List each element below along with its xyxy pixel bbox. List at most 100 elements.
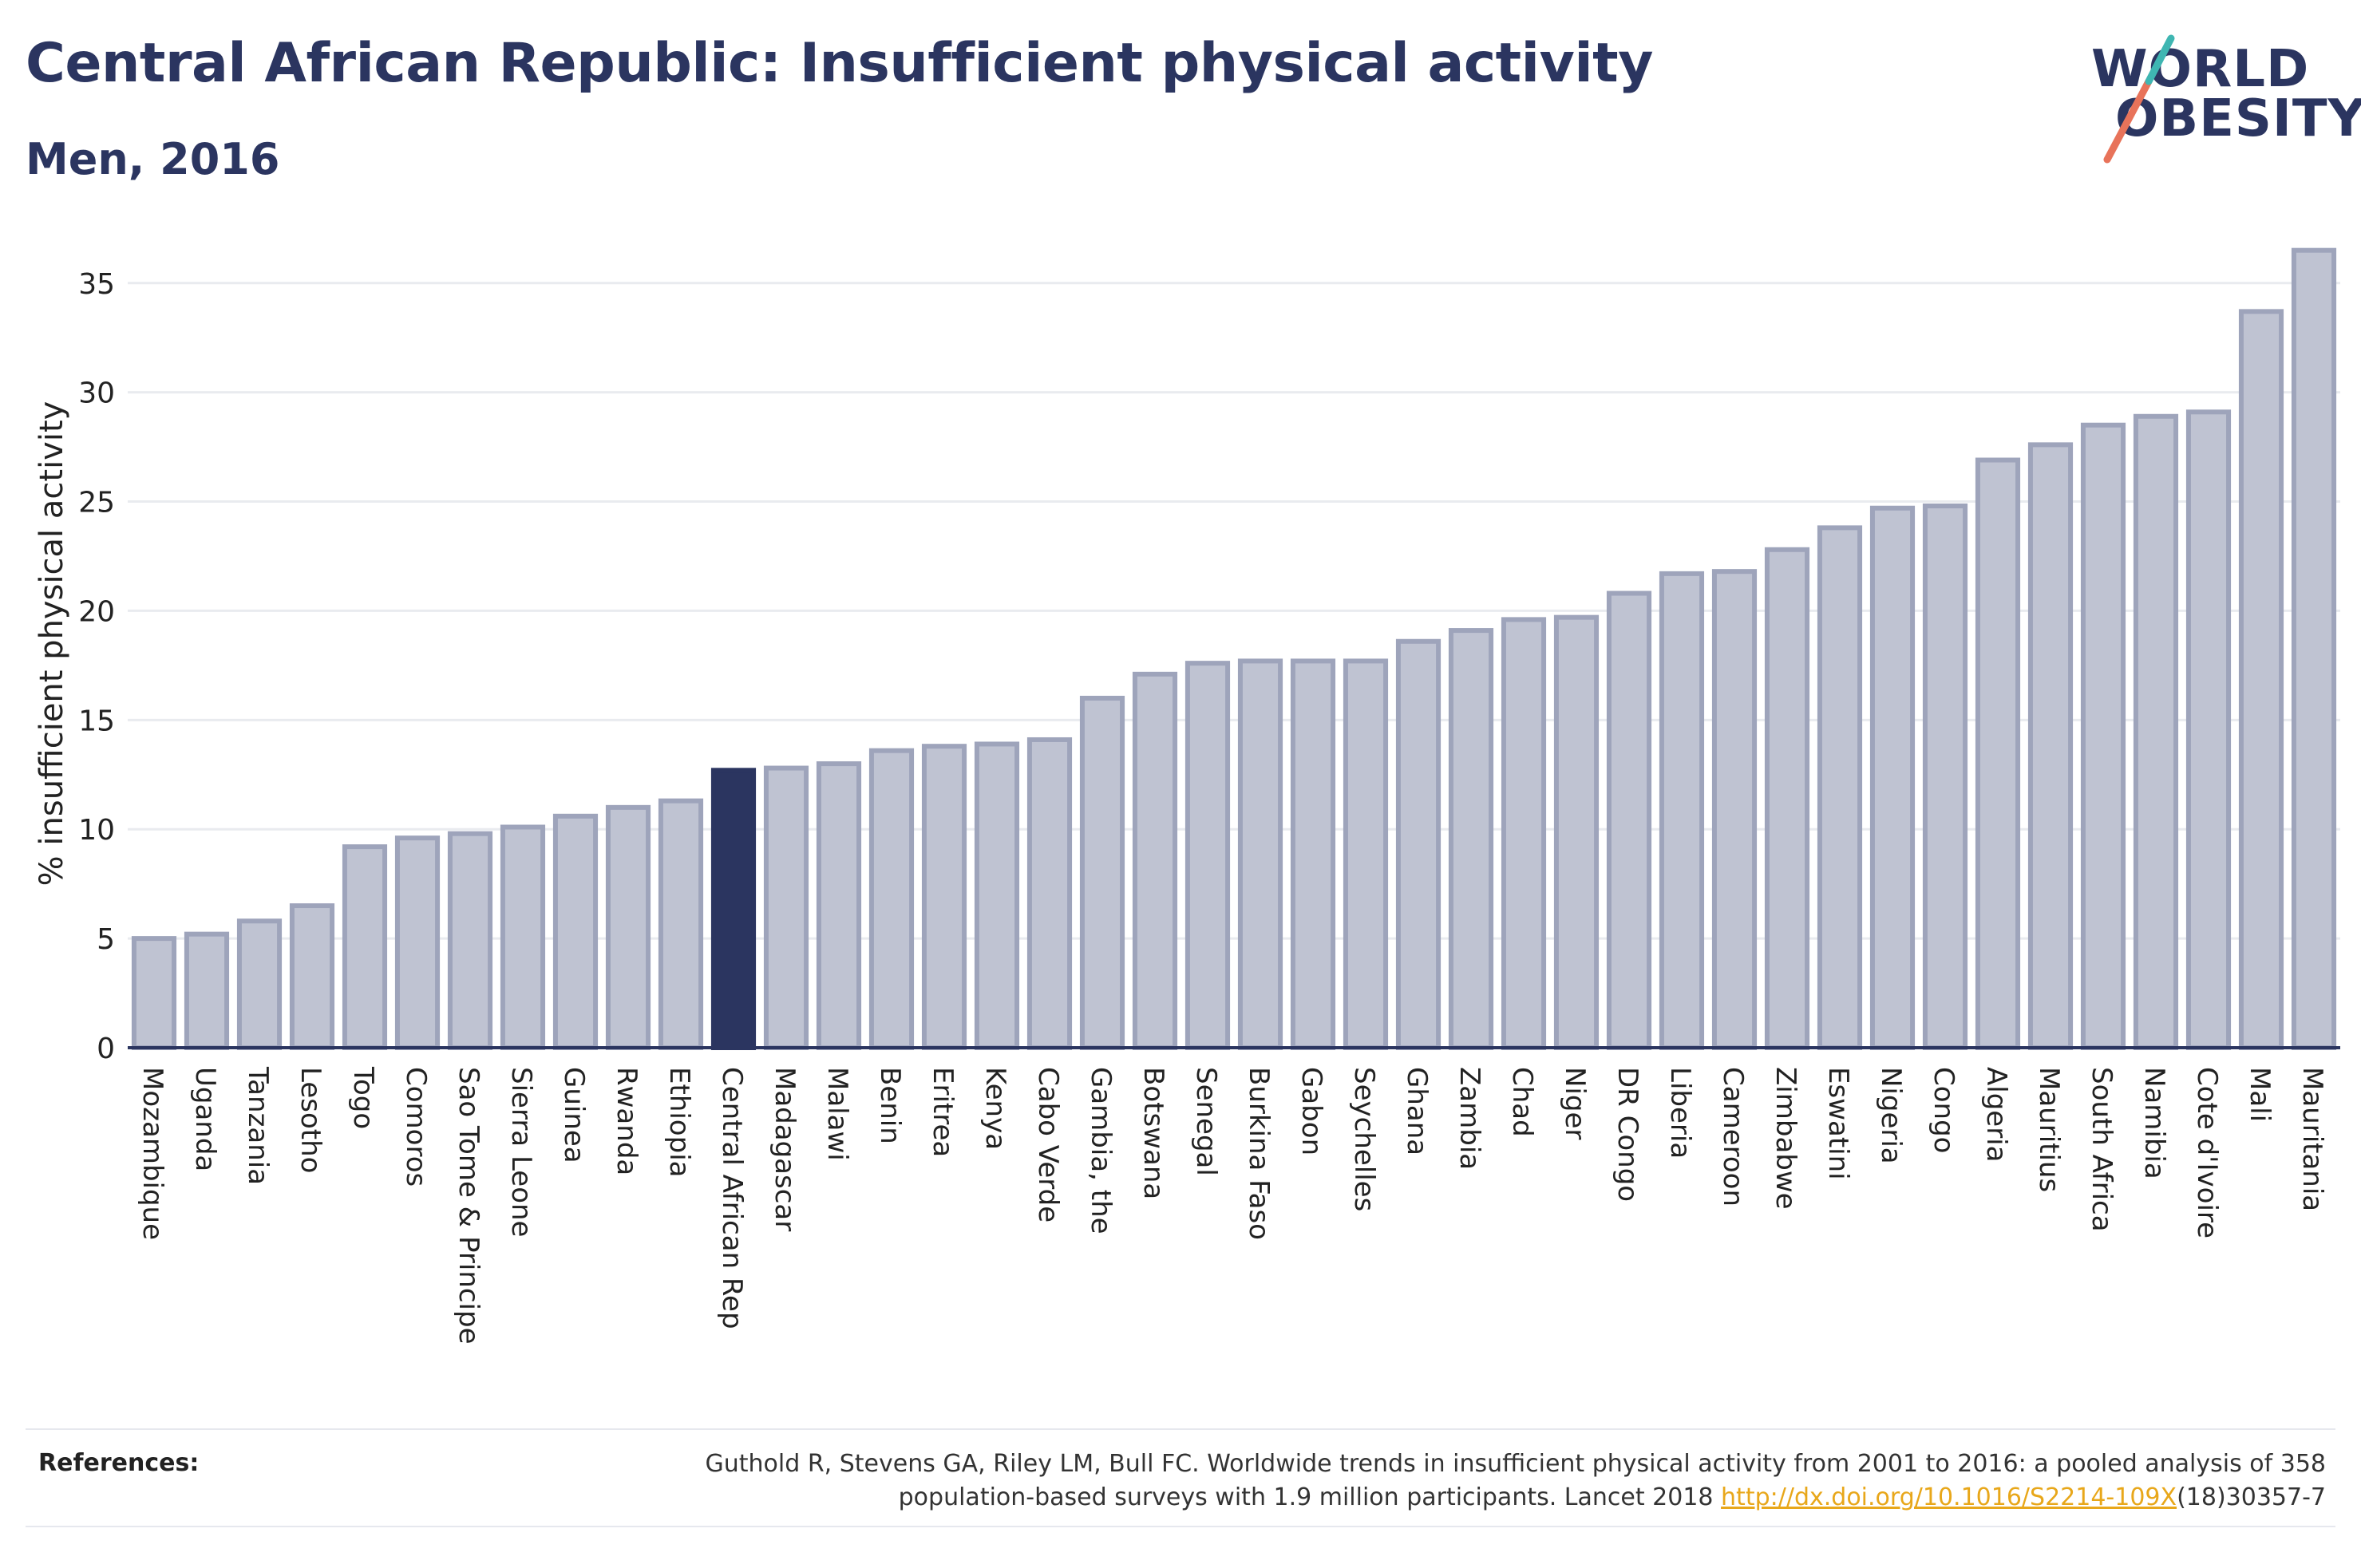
- bar: [1711, 569, 1758, 1050]
- x-tick-label: Malawi: [821, 1067, 853, 1161]
- bar: [289, 903, 335, 1050]
- x-tick-label: Zimbabwe: [1770, 1067, 1801, 1210]
- x-tick-label: Benin: [874, 1067, 906, 1144]
- bar: [131, 936, 177, 1051]
- x-tick-label: Gambia, the: [1085, 1067, 1117, 1234]
- bar: [1659, 571, 1705, 1050]
- x-tick-label: Kenya: [979, 1067, 1011, 1150]
- references-doi-link[interactable]: http://dx.doi.org/10.1016/S2214-109X: [1721, 1483, 2177, 1511]
- x-tick-label: Senegal: [1190, 1067, 1222, 1176]
- bar: [1975, 457, 2021, 1050]
- bar: [2027, 442, 2074, 1050]
- bar: [1237, 658, 1283, 1050]
- bar: [1764, 547, 1810, 1050]
- bar: [1817, 525, 1863, 1050]
- bar: [1553, 614, 1600, 1050]
- x-tick-label: Nigeria: [1875, 1067, 1907, 1164]
- y-tick-label: 25: [78, 487, 115, 519]
- x-tick-label: Namibia: [2138, 1067, 2170, 1179]
- bar: [1343, 658, 1389, 1050]
- bar: [1869, 505, 1916, 1050]
- x-tick-label: Chad: [1506, 1067, 1538, 1137]
- x-tick-label: Cote d'Ivoire: [2191, 1067, 2223, 1238]
- x-tick-label: Burkina Faso: [1243, 1067, 1275, 1240]
- x-tick-label: DR Congo: [1612, 1067, 1643, 1202]
- x-tick-label: Rwanda: [611, 1067, 643, 1175]
- x-tick-label: Cabo Verde: [1032, 1067, 1064, 1222]
- x-tick-label: Uganda: [189, 1067, 221, 1171]
- references-panel: References: Guthold R, Stevens GA, Riley…: [26, 1428, 2335, 1527]
- bar: [342, 844, 388, 1050]
- bar: [394, 835, 441, 1051]
- x-tick-label: Zambia: [1453, 1067, 1485, 1170]
- x-tick-label: Eswatini: [1822, 1067, 1854, 1180]
- bar: [1501, 617, 1547, 1050]
- logo-line1: WORLD: [2091, 40, 2310, 99]
- bar: [1395, 638, 1442, 1050]
- x-tick-label: Tanzania: [242, 1066, 274, 1185]
- bar: [500, 824, 546, 1050]
- references-line1: Guthold R, Stevens GA, Riley LM, Bull FC…: [705, 1450, 2326, 1478]
- x-tick-label: Cameroon: [1717, 1067, 1749, 1207]
- bar: [763, 765, 809, 1050]
- x-tick-label: Ethiopia: [663, 1067, 695, 1177]
- x-tick-label: Mali: [2244, 1067, 2276, 1122]
- bar: [1448, 628, 1494, 1050]
- y-tick-label: 35: [78, 268, 115, 301]
- y-tick-label: 10: [78, 814, 115, 847]
- x-tick-label: Mauritania: [2296, 1067, 2328, 1211]
- bar: [2291, 247, 2337, 1050]
- page-title: Central African Republic: Insufficient p…: [26, 32, 1653, 95]
- bar: [605, 804, 651, 1050]
- x-tick-label: South Africa: [2086, 1067, 2118, 1232]
- bar: [1922, 504, 1968, 1050]
- y-tick-label: 0: [97, 1033, 115, 1065]
- x-tick-label: Comoros: [400, 1067, 432, 1187]
- x-tick-label: Niger: [1559, 1067, 1591, 1139]
- x-tick-label: Madagascar: [769, 1067, 801, 1231]
- bar: [816, 761, 862, 1050]
- bar: [552, 813, 599, 1050]
- x-tick-label: Liberia: [1664, 1067, 1696, 1159]
- y-tick-label: 20: [78, 595, 115, 628]
- x-tick-label: Mauritius: [2033, 1067, 2065, 1192]
- bar: [1026, 737, 1073, 1050]
- references-text: Guthold R, Stevens GA, Riley LM, Bull FC…: [570, 1448, 2326, 1515]
- y-tick-label: 30: [78, 377, 115, 410]
- bar: [868, 748, 915, 1050]
- logo-slash-icon: [2103, 34, 2175, 164]
- bar: [184, 931, 230, 1051]
- bar: [236, 918, 283, 1051]
- x-tick-label: Ghana: [1401, 1067, 1433, 1155]
- x-tick-label: Gabon: [1295, 1067, 1327, 1155]
- bar: [1079, 695, 1125, 1050]
- x-tick-label: Botswana: [1137, 1067, 1169, 1199]
- references-label: References:: [38, 1449, 200, 1477]
- bar: [2185, 409, 2232, 1050]
- y-axis-label: % insufficient physical activity: [34, 401, 70, 887]
- x-tick-label: Algeria: [1980, 1067, 2012, 1162]
- x-tick-label: Guinea: [558, 1067, 590, 1163]
- references-line2-post: (18)30357-7: [2177, 1483, 2326, 1511]
- page-subtitle: Men, 2016: [26, 134, 280, 184]
- bar: [1132, 671, 1178, 1050]
- x-tick-label: Congo: [1928, 1067, 1960, 1153]
- bar-chart: 0 5 10 15 20 25 30 35 % insufficient physical ac…: [34, 247, 2340, 1345]
- bar: [447, 831, 493, 1050]
- bar: [2238, 309, 2284, 1051]
- references-line2-pre: population-based surveys with 1.9 millio…: [898, 1483, 1722, 1511]
- bar: [2133, 413, 2179, 1050]
- y-tick-label: 15: [78, 705, 115, 737]
- logo-line2: OBESITY: [2115, 89, 2361, 148]
- x-tick-label: Central African Rep: [716, 1067, 748, 1329]
- y-tick-label: 5: [97, 923, 115, 956]
- bar: [1184, 661, 1231, 1051]
- bar: [658, 798, 704, 1050]
- x-tick-label: Eritrea: [927, 1067, 959, 1157]
- bar: [2080, 422, 2126, 1050]
- x-tick-label: Sierra Leone: [505, 1067, 537, 1237]
- x-tick-label: Mozambique: [136, 1067, 168, 1240]
- bar-highlight: [710, 768, 757, 1051]
- bar: [1606, 590, 1652, 1050]
- world-obesity-logo: WORLD OBESITY: [2083, 24, 2361, 168]
